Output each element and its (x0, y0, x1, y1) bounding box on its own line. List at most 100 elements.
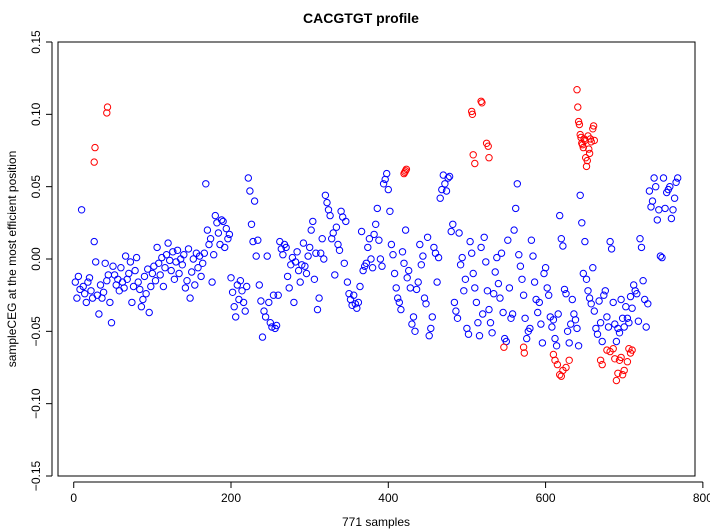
data-point (504, 236, 512, 244)
data-point (414, 278, 422, 286)
data-point (568, 295, 576, 304)
data-point (293, 248, 301, 256)
data-point (520, 349, 528, 357)
data-point (386, 207, 394, 216)
data-point (471, 284, 479, 292)
data-point (601, 287, 609, 295)
data-point (389, 251, 397, 259)
data-point (422, 300, 430, 308)
y-tick-label: 0.10 (29, 102, 43, 126)
data-point (159, 282, 168, 291)
data-point (150, 262, 158, 270)
data-point (461, 275, 470, 283)
data-point (442, 187, 451, 195)
data-point (475, 332, 484, 340)
data-point (402, 165, 411, 174)
data-point (173, 246, 182, 255)
data-point (312, 249, 320, 257)
data-point (326, 211, 334, 220)
data-point (131, 266, 139, 275)
data-point (534, 308, 542, 317)
data-point (614, 369, 622, 377)
data-points (71, 86, 682, 385)
data-point (447, 227, 455, 236)
data-point (92, 258, 100, 266)
data-point (529, 252, 537, 260)
data-point (576, 130, 584, 139)
data-point (615, 329, 624, 337)
data-point (137, 303, 146, 311)
data-point (518, 275, 526, 283)
data-point (567, 320, 575, 328)
data-point (623, 314, 632, 322)
data-point (537, 320, 545, 328)
data-point (401, 226, 410, 234)
data-point (563, 327, 572, 335)
data-point (609, 298, 617, 307)
data-point (199, 259, 207, 267)
data-point (329, 229, 337, 237)
data-point (434, 253, 443, 262)
data-point (562, 290, 570, 298)
data-point (82, 298, 91, 307)
data-point (472, 298, 481, 307)
y-tick-label: 0.00 (29, 247, 43, 271)
data-point (263, 252, 271, 260)
data-point (670, 194, 679, 202)
data-point (178, 261, 187, 269)
data-point (128, 298, 136, 307)
y-axis-label: sampleCEG at the most efficient position (5, 151, 19, 368)
data-point (186, 294, 194, 302)
data-point (634, 317, 643, 325)
data-point (474, 319, 482, 327)
data-point (153, 243, 161, 252)
data-point (254, 236, 262, 244)
data-point (208, 278, 216, 286)
x-tick-label: 0 (70, 491, 77, 505)
data-point (189, 255, 198, 263)
data-point (626, 292, 635, 301)
data-point (598, 360, 606, 369)
data-point (120, 284, 128, 292)
data-point (287, 261, 295, 269)
data-point (71, 278, 80, 286)
data-point (648, 197, 657, 205)
data-point (350, 291, 358, 299)
data-point (125, 269, 133, 278)
data-point (565, 339, 573, 347)
data-point (516, 262, 525, 270)
data-point (480, 233, 488, 242)
data-point (394, 294, 402, 302)
data-point (486, 319, 495, 327)
data-point (99, 288, 108, 296)
data-point (556, 211, 564, 220)
data-point (445, 172, 454, 181)
data-point (219, 217, 227, 226)
x-tick-label: 800 (693, 491, 710, 505)
data-point (652, 183, 660, 191)
data-point (456, 261, 465, 269)
data-point (519, 291, 528, 299)
data-point (317, 249, 325, 257)
data-point (301, 262, 309, 270)
data-point (523, 334, 531, 343)
data-point (603, 313, 611, 321)
data-point (583, 156, 591, 165)
data-point (364, 243, 372, 252)
data-point (77, 206, 86, 214)
data-point (81, 290, 89, 298)
data-point (425, 332, 433, 340)
data-point (85, 274, 94, 282)
data-point (593, 330, 602, 338)
data-point (590, 136, 598, 145)
data-point (623, 358, 632, 366)
data-point (227, 274, 235, 282)
data-point (488, 329, 496, 337)
data-point (530, 278, 539, 286)
data-point (96, 281, 105, 289)
data-point (217, 216, 226, 224)
data-point (398, 248, 407, 256)
y-tick-label: −0.10 (29, 388, 43, 419)
data-point (452, 307, 460, 315)
data-point (84, 278, 92, 286)
